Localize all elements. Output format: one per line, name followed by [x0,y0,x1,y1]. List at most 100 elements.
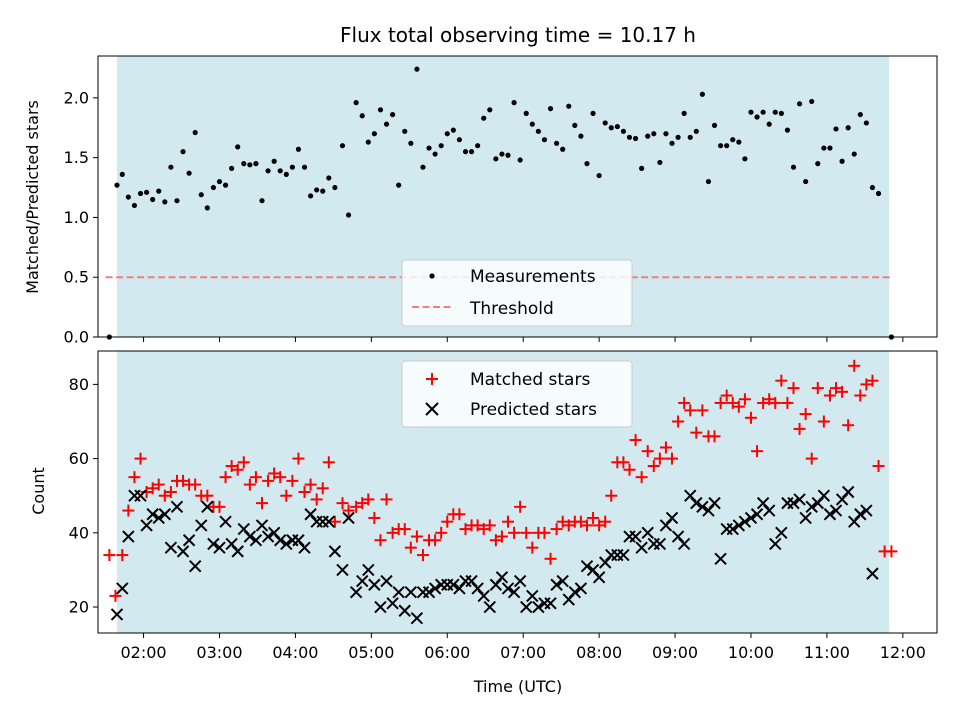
measurement-point [875,190,882,197]
predicted-star-point [380,574,393,588]
matched-star-point [280,489,293,502]
predicted-star-point [495,571,509,584]
matched-star-point [322,456,335,469]
legend-matched-marker [426,373,438,385]
matched-star-point [823,389,836,402]
matched-star-point [623,463,636,476]
matched-star-point [872,460,885,473]
predicted-star-point [219,515,232,528]
x-tick-label: 09:00 [652,643,698,662]
matched-star-point [866,374,879,387]
predicted-star-point [243,530,257,543]
measurement-point [663,131,669,137]
measurement-point [402,128,408,134]
predicted-star-point [428,582,442,595]
measurement-point [736,139,742,145]
measurement-point [493,156,499,162]
measurement-point [748,109,754,115]
measurement-point [790,164,797,170]
predicted-star-point [653,537,667,551]
predicted-star-point [158,508,172,521]
measurement-point [259,198,265,204]
predicted-star-point [544,597,557,610]
x-tick-label: 02:00 [121,643,167,662]
measurement-point [426,145,432,151]
measurement-point [626,134,633,140]
x-axis-label: Time (UTC) [473,677,562,696]
matched-star-point [641,445,654,458]
measurement-point [408,140,414,146]
measurement-point [438,143,444,149]
measurement-point [760,109,766,115]
measurement-point [125,194,131,200]
measurement-point [383,121,390,127]
measurement-point [724,143,730,149]
bottom-y-tick-label: 20 [69,598,89,617]
predicted-star-point [483,600,496,614]
measurement-point [119,171,125,177]
matched-star-point [489,534,502,547]
predicted-star-point [140,519,153,532]
bottom-y-tick-label: 40 [69,523,89,542]
measurement-point [821,145,827,151]
measurement-point [216,178,223,185]
measurement-point [320,188,326,194]
matched-star-point [368,511,381,524]
measurement-point [481,115,487,121]
measurement-point [596,172,602,179]
predicted-star-point [261,530,275,543]
measurement-point [529,121,535,127]
measurement-point [851,151,857,157]
measurement-point [283,171,289,177]
predicted-star-point [207,537,220,551]
matched-star-point [310,493,323,506]
measurement-point [150,196,156,203]
matched-star-point [708,430,721,443]
predicted-star-point [422,585,436,599]
matched-star-point [514,500,527,513]
predicted-star-point [349,585,363,599]
top-y-tick-label: 0.0 [64,328,89,347]
predicted-star-point [714,552,727,565]
measurement-point [210,184,217,191]
measurement-point [271,158,277,164]
chart-title: Flux total observing time = 10.17 h [340,23,696,47]
predicted-star-point [164,541,178,554]
predicted-star-point [356,574,369,588]
matched-star-point [738,393,751,406]
legend-threshold-label: Threshold [469,299,554,319]
predicted-star-point [116,582,129,595]
matched-star-point [328,515,341,528]
matched-star-point [672,415,685,428]
x-tick-label: 10:00 [728,643,774,662]
measurement-point [839,158,845,164]
top-y-tick-label: 1.0 [64,208,89,227]
matched-star-point [508,526,521,539]
predicted-star-point [368,578,381,591]
matched-star-point [751,445,764,458]
matched-star-point [274,471,287,484]
predicted-star-point [854,508,867,521]
matched-star-point [617,456,630,469]
measurement-point [657,159,663,166]
measurement-point [718,143,724,149]
matched-star-point [787,382,800,395]
bottom-axes-frame [97,350,938,634]
predicted-star-point [336,563,349,577]
measurement-point [796,101,803,107]
matched-star-point [292,452,305,465]
measurement-point [730,137,736,143]
predicted-star-point [526,589,539,603]
measurement-point [560,146,566,152]
matched-star-point [538,526,551,539]
measurement-point [371,131,377,137]
matched-star-point [231,463,244,476]
x-tick-label: 05:00 [348,643,394,662]
predicted-star-point [249,534,263,547]
top-legend: Measurements Threshold [401,259,633,327]
matched-star-point [580,519,593,532]
measurement-point [143,189,150,195]
measurement-point [204,205,210,211]
matched-star-point [471,519,484,532]
predicted-star-point [841,485,855,499]
